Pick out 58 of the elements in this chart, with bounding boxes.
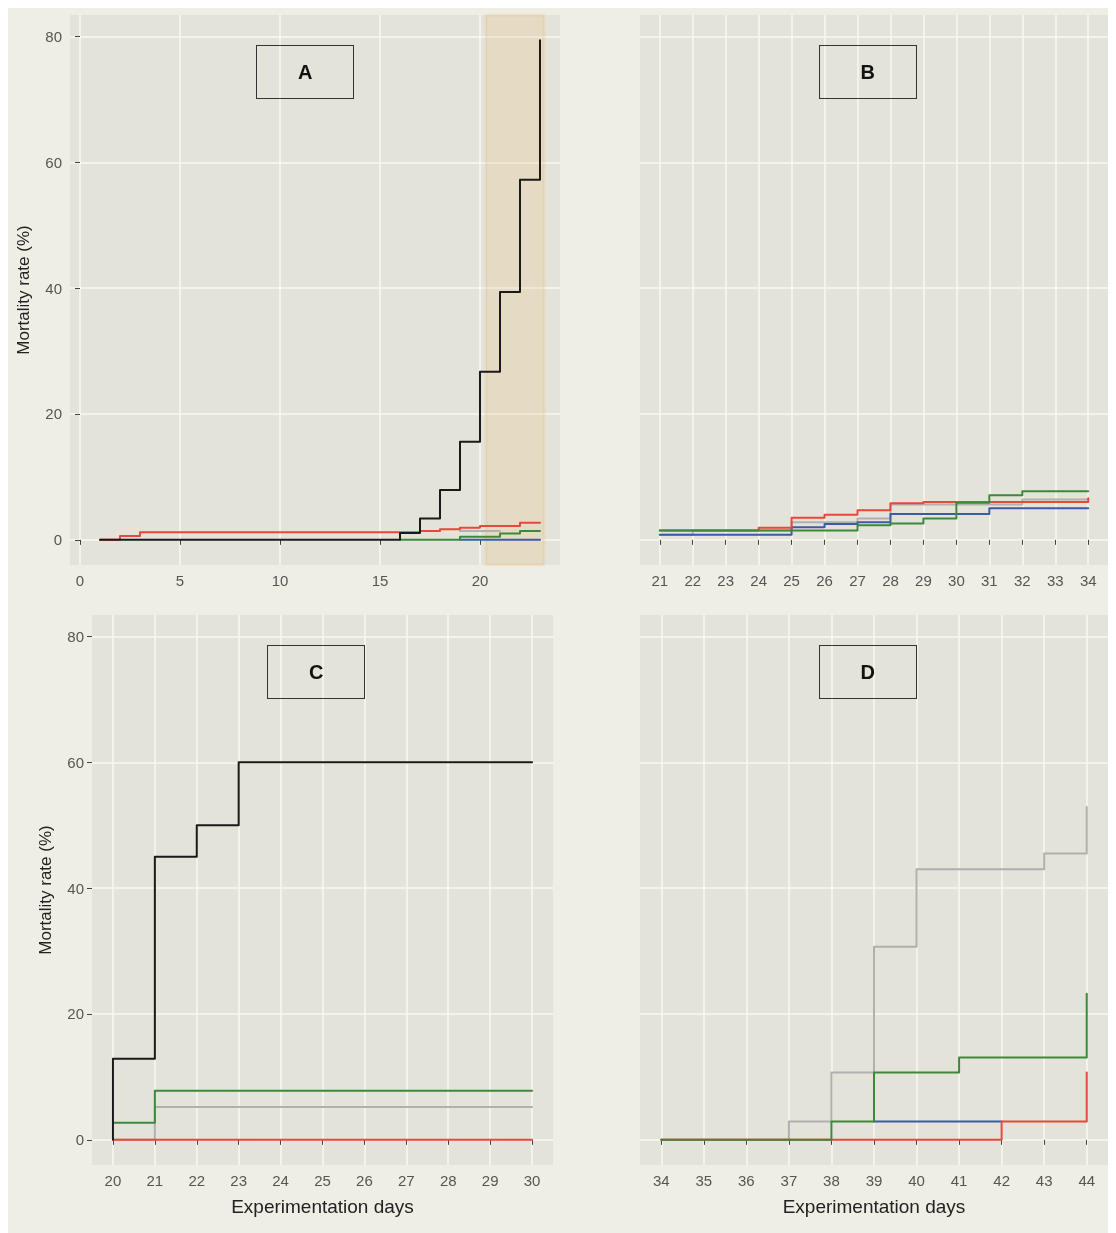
y-tick-label: 0 — [75, 1131, 84, 1149]
x-tick-label: 29 — [915, 572, 932, 589]
x-tick-label: 27 — [849, 572, 866, 589]
x-tick-label: 5 — [175, 572, 185, 589]
x-tick-label: 22 — [188, 1172, 206, 1189]
x-tick-label: 25 — [314, 1172, 331, 1189]
x-tick-label: 31 — [981, 572, 998, 589]
y-tick-label: 0 — [53, 531, 62, 549]
annotation: D — [860, 661, 875, 683]
x-tick-label: 24 — [272, 1172, 289, 1189]
x-tick-label: 10 — [271, 572, 289, 589]
y-tick-label: 60 — [67, 753, 84, 771]
x-tick-label: 30 — [523, 1172, 541, 1189]
x-tick-label: 20 — [471, 572, 489, 589]
x-tick-label: 29 — [481, 1172, 499, 1189]
x-tick-label: 20 — [104, 1172, 122, 1189]
x-tick-label: 30 — [948, 572, 965, 589]
x-tick-label: 33 — [1046, 572, 1064, 589]
x-axis-title: Experimentation days — [782, 1196, 966, 1217]
x-tick-label: 15 — [371, 572, 389, 589]
x-tick-label: 39 — [865, 1172, 883, 1189]
x-tick-label: 34 — [652, 1172, 670, 1189]
y-tick-label: 60 — [45, 153, 62, 171]
x-tick-label: 38 — [823, 1172, 840, 1189]
x-tick-label: 25 — [783, 572, 800, 589]
x-tick-label: 24 — [750, 572, 767, 589]
x-tick-label: 26 — [356, 1172, 373, 1189]
y-axis-title: Mortality rate (%) — [14, 225, 33, 355]
annotation: C — [308, 661, 324, 683]
x-tick-label: 21 — [146, 1172, 164, 1189]
x-tick-label: 28 — [882, 572, 899, 589]
y-tick-label: 20 — [45, 405, 62, 423]
x-tick-label: 32 — [1013, 572, 1031, 589]
y-tick-label: 80 — [45, 27, 62, 45]
y-tick-label: 80 — [67, 627, 84, 645]
x-tick-label: 36 — [738, 1172, 755, 1189]
x-tick-label: 41 — [950, 1172, 968, 1189]
x-tick-label: 21 — [651, 572, 669, 589]
y-tick-label: 20 — [67, 1005, 84, 1023]
y-axis-title: Mortality rate (%) — [36, 825, 55, 955]
x-tick-label: 28 — [439, 1172, 457, 1189]
x-tick-label: 23 — [717, 572, 735, 589]
x-tick-label: 35 — [695, 1172, 713, 1189]
x-tick-label: 40 — [908, 1172, 925, 1189]
x-tick-label: 34 — [1079, 572, 1097, 589]
y-tick-label: 40 — [67, 879, 84, 897]
x-tick-label: 26 — [816, 572, 833, 589]
annotation: B — [860, 61, 875, 83]
x-tick-label: 23 — [230, 1172, 248, 1189]
x-tick-label: 42 — [993, 1172, 1010, 1189]
x-tick-label: 22 — [684, 572, 702, 589]
x-tick-label: 43 — [1035, 1172, 1053, 1189]
y-tick-label: 40 — [45, 279, 62, 297]
x-tick-label: 44 — [1078, 1172, 1096, 1189]
x-axis-title: Experimentation days — [231, 1196, 414, 1217]
x-tick-label: 37 — [780, 1172, 798, 1189]
annotation: A — [297, 61, 313, 83]
x-tick-label: 27 — [397, 1172, 415, 1189]
